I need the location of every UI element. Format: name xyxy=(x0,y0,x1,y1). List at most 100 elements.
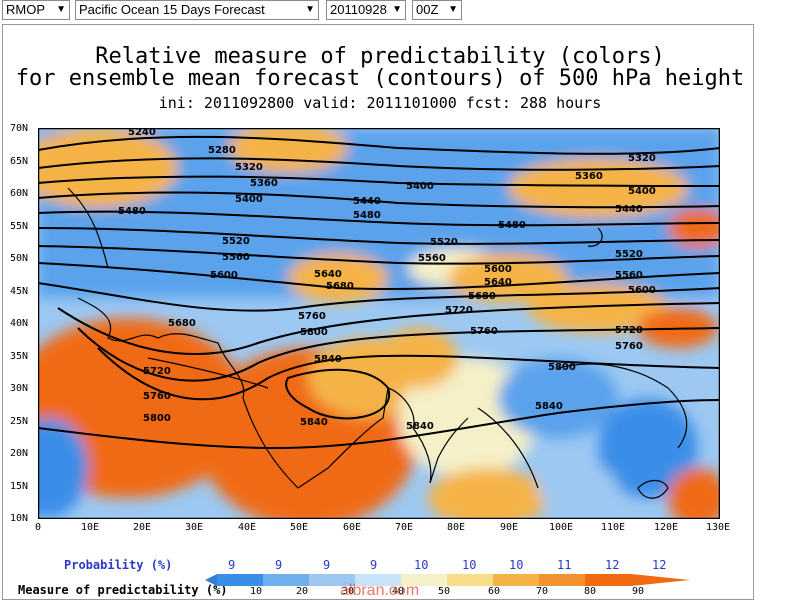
contour-label: 5480 xyxy=(498,220,526,231)
colorbar-tick: 40 xyxy=(392,586,405,597)
colorbar-tick: 30 xyxy=(342,586,355,597)
predictability-label: Measure of predictability (%) xyxy=(18,583,228,597)
lon-label: 90E xyxy=(500,522,519,533)
region-select[interactable]: Pacific Ocean 15 Days Forecast ▼ xyxy=(75,0,319,20)
lon-label: 130E xyxy=(706,522,731,533)
colorbar-swatch xyxy=(585,574,631,586)
lon-label: 70E xyxy=(395,522,414,533)
lon-label: 0 xyxy=(35,522,42,533)
contour-label: 5440 xyxy=(353,196,381,207)
colorbar-arrow-left xyxy=(205,574,217,586)
chevron-down-icon: ▼ xyxy=(56,4,66,15)
page-margin xyxy=(755,24,800,600)
contour-label: 5400 xyxy=(628,186,656,197)
contour-label: 5240 xyxy=(128,128,156,138)
chevron-down-icon: ▼ xyxy=(392,4,402,15)
lat-label: 25N xyxy=(10,416,29,427)
contour-label: 5360 xyxy=(250,178,278,189)
colorbar-tick: 70 xyxy=(536,586,549,597)
colorbar-swatch xyxy=(355,574,401,586)
colorbar-tick: 50 xyxy=(438,586,451,597)
contour-label: 5800 xyxy=(143,413,171,424)
contour-label: 5680 xyxy=(168,318,196,329)
colorbar-swatch xyxy=(539,574,585,586)
region-select-label: Pacific Ocean 15 Days Forecast xyxy=(79,2,265,17)
probability-value: 11 xyxy=(557,558,572,572)
predictability-map: 5240 5280 5320 5360 5400 5440 5480 5480 … xyxy=(38,128,720,519)
toolbar: RMOP ▼ Pacific Ocean 15 Days Forecast ▼ … xyxy=(0,0,800,22)
probability-value: 12 xyxy=(652,558,667,572)
colorbar-tick: 90 xyxy=(632,586,645,597)
contour-label: 5840 xyxy=(314,354,342,365)
chevron-down-icon: ▼ xyxy=(305,4,315,15)
map-svg: 5240 5280 5320 5360 5400 5440 5480 5480 … xyxy=(38,128,720,519)
lon-label: 120E xyxy=(654,522,679,533)
contour-label: 5840 xyxy=(300,417,328,428)
lon-label: 50E xyxy=(290,522,309,533)
contour-label: 5400 xyxy=(406,181,434,192)
lon-label: 80E xyxy=(447,522,466,533)
cycle-select-label: 00Z xyxy=(416,2,439,17)
contour-label: 5760 xyxy=(143,391,171,402)
contour-label: 5720 xyxy=(143,366,171,377)
contour-label: 5720 xyxy=(445,305,473,316)
chevron-down-icon: ▼ xyxy=(448,4,458,15)
lon-label: 60E xyxy=(343,522,362,533)
contour-label: 5440 xyxy=(615,204,643,215)
coastlines xyxy=(67,187,688,499)
probability-value: 9 xyxy=(275,558,283,572)
contour-label: 5800 xyxy=(300,327,328,338)
chart-subtitle: ini: 2011092800 valid: 2011101000 fcst: … xyxy=(158,94,602,112)
colorbar-swatch xyxy=(217,574,263,586)
lat-label: 65N xyxy=(10,156,29,167)
lat-label: 20N xyxy=(10,448,29,459)
map-border xyxy=(38,128,720,519)
date-select-label: 20110928 xyxy=(330,2,387,17)
lat-label: 30N xyxy=(10,383,29,394)
probability-label: Probability (%) xyxy=(64,558,173,572)
colorbar-tick: 80 xyxy=(584,586,597,597)
contour-label: 5480 xyxy=(118,206,146,217)
chart-title-line2: for ensemble mean forecast (contours) of… xyxy=(15,66,745,91)
lat-label: 15N xyxy=(10,481,29,492)
probability-value: 9 xyxy=(323,558,331,572)
contour-label: 5520 xyxy=(430,237,458,248)
contour-label: 5600 xyxy=(628,285,656,296)
colorbar-swatch xyxy=(493,574,539,586)
contour-label: 5720 xyxy=(615,325,643,336)
height-contours xyxy=(38,135,720,450)
lat-label: 35N xyxy=(10,351,29,362)
lon-label: 40E xyxy=(238,522,257,533)
probability-value: 10 xyxy=(509,558,524,572)
colorbar-swatch xyxy=(309,574,355,586)
colorbar-tick: 60 xyxy=(488,586,501,597)
probability-value: 9 xyxy=(370,558,378,572)
colorbar-tick: 20 xyxy=(296,586,309,597)
lat-label: 45N xyxy=(10,286,29,297)
contour-label: 5320 xyxy=(235,162,263,173)
contour-label: 5760 xyxy=(615,341,643,352)
contour-label: 5840 xyxy=(535,401,563,412)
colorbar-swatch xyxy=(447,574,493,586)
contour-label: 5560 xyxy=(222,252,250,263)
watermark: albran.com xyxy=(340,582,420,599)
contour-label: 5640 xyxy=(314,269,342,280)
contour-label: 5680 xyxy=(326,281,354,292)
lat-label: 40N xyxy=(10,318,29,329)
date-select[interactable]: 20110928 ▼ xyxy=(326,0,406,20)
cycle-select[interactable]: 00Z ▼ xyxy=(412,0,462,20)
lat-label: 10N xyxy=(10,513,29,524)
lat-label: 70N xyxy=(10,123,29,134)
model-select[interactable]: RMOP ▼ xyxy=(2,0,70,20)
colorbar xyxy=(205,574,690,586)
contour-label: 5560 xyxy=(615,270,643,281)
model-select-label: RMOP xyxy=(6,2,45,17)
contour-label: 5560 xyxy=(418,253,446,264)
contour-label: 5600 xyxy=(210,270,238,281)
contour-label: 5760 xyxy=(470,326,498,337)
colorbar-swatch xyxy=(263,574,309,586)
lon-label: 110E xyxy=(601,522,626,533)
contour-label: 5800 xyxy=(548,362,576,373)
contour-label: 5640 xyxy=(484,277,512,288)
lon-label: 100E xyxy=(549,522,574,533)
